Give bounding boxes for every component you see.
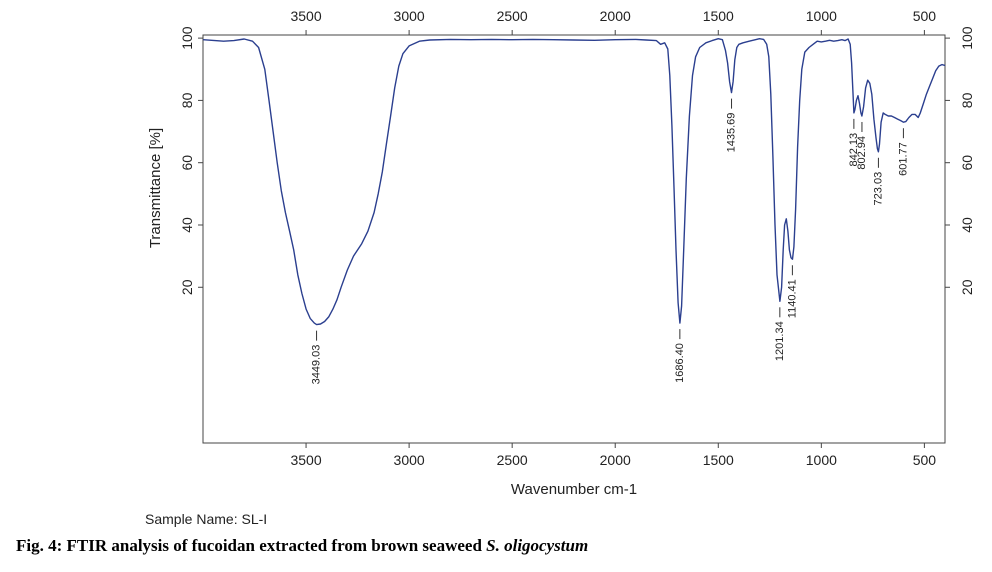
- x-tick-bottom-label: 2000: [600, 452, 631, 468]
- x-tick-top-label: 1500: [703, 8, 734, 24]
- x-tick-bottom-label: 1000: [806, 452, 837, 468]
- peak-label: 723.03: [872, 172, 884, 206]
- x-tick-top-label: 2500: [497, 8, 528, 24]
- y-ticks-right: 20 40 60 80 100: [945, 26, 975, 295]
- sample-name: Sample Name: SL-I: [145, 511, 268, 527]
- caption-text: Fig. 4: FTIR analysis of fucoidan extrac…: [16, 536, 487, 555]
- x-tick-bottom-label: 3000: [394, 452, 425, 468]
- y-axis-title: Transmittance [%]: [147, 128, 164, 248]
- x-tick-top-label: 2000: [600, 8, 631, 24]
- peak-label: 1686.40: [674, 343, 686, 383]
- y-tick-left-label: 20: [179, 279, 195, 295]
- y-tick-right-label: 40: [959, 217, 975, 233]
- y-tick-left-label: 60: [179, 155, 195, 171]
- peak-label: 802.94: [856, 136, 868, 170]
- x-ticks-bottom: 3500 3000 2500 2000 1500 1000 500: [290, 443, 936, 468]
- x-tick-bottom-label: 500: [913, 452, 937, 468]
- y-tick-right-label: 100: [959, 26, 975, 50]
- x-tick-top-label: 500: [913, 8, 937, 24]
- caption-species: S. oligocystum: [486, 536, 589, 555]
- peak-label: 1140.41: [786, 279, 798, 318]
- x-ticks-top: 3500 3000 2500 2000 1500 1000 500: [290, 8, 936, 35]
- y-tick-left-label: 100: [179, 26, 195, 50]
- plot-frame: [202, 34, 946, 444]
- x-tick-top-label: 3000: [394, 8, 425, 24]
- peak-label: 1435.69: [726, 113, 738, 153]
- x-tick-bottom-label: 2500: [497, 452, 528, 468]
- y-tick-right-label: 60: [959, 155, 975, 171]
- y-tick-left-label: 80: [179, 92, 195, 108]
- peak-label: 3449.03: [311, 345, 323, 385]
- y-tick-left-label: 40: [179, 217, 195, 233]
- peak-label: 1201.34: [774, 321, 786, 361]
- y-ticks-left: 20 40 60 80 100: [179, 26, 203, 295]
- peak-label: 842.13: [848, 133, 860, 167]
- x-axis-title: Wavenumber cm-1: [511, 481, 637, 498]
- x-tick-top-label: 1000: [806, 8, 837, 24]
- x-tick-bottom-label: 1500: [703, 452, 734, 468]
- spectrum-layer: [202, 38, 946, 326]
- figure-caption: Fig. 4: FTIR analysis of fucoidan extrac…: [16, 536, 588, 556]
- x-tick-bottom-label: 3500: [290, 452, 321, 468]
- peak-label: 601.77: [897, 142, 909, 176]
- spectrum-line-0: [202, 38, 946, 326]
- y-tick-right-label: 80: [959, 92, 975, 108]
- y-tick-right-label: 20: [959, 279, 975, 295]
- x-tick-top-label: 3500: [290, 8, 321, 24]
